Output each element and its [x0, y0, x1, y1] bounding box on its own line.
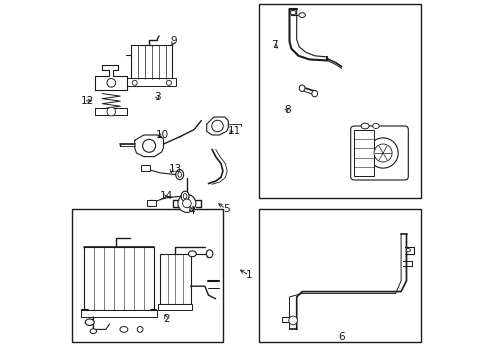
- Ellipse shape: [289, 10, 295, 15]
- Text: 11: 11: [228, 126, 241, 136]
- Bar: [72, 209, 223, 342]
- Bar: [158, 304, 192, 310]
- Circle shape: [367, 138, 397, 168]
- Bar: [84, 247, 154, 310]
- Bar: [141, 165, 149, 171]
- Circle shape: [107, 107, 115, 116]
- Ellipse shape: [90, 329, 96, 333]
- Text: 10: 10: [156, 130, 169, 140]
- Text: 13: 13: [168, 164, 182, 174]
- Ellipse shape: [406, 248, 409, 252]
- Ellipse shape: [85, 319, 94, 325]
- Text: 7: 7: [271, 40, 278, 50]
- Text: 2: 2: [163, 314, 170, 324]
- Text: 6: 6: [337, 332, 344, 342]
- Ellipse shape: [298, 13, 305, 17]
- Text: 4: 4: [188, 206, 195, 216]
- Text: 14: 14: [160, 191, 173, 201]
- Ellipse shape: [188, 251, 196, 257]
- FancyBboxPatch shape: [350, 126, 407, 180]
- Ellipse shape: [181, 191, 189, 201]
- Ellipse shape: [206, 250, 212, 258]
- Ellipse shape: [178, 172, 181, 177]
- Circle shape: [182, 199, 191, 208]
- Ellipse shape: [120, 327, 127, 332]
- Ellipse shape: [137, 327, 142, 332]
- Circle shape: [132, 80, 137, 85]
- Text: 1: 1: [246, 270, 252, 280]
- Text: 9: 9: [170, 36, 177, 46]
- Bar: [95, 108, 127, 115]
- Ellipse shape: [175, 170, 183, 180]
- Bar: [81, 310, 157, 317]
- Bar: [354, 130, 373, 176]
- Bar: [147, 200, 156, 206]
- Circle shape: [178, 194, 196, 212]
- Bar: [258, 4, 420, 198]
- Ellipse shape: [372, 123, 378, 129]
- Text: 8: 8: [284, 105, 290, 115]
- Ellipse shape: [142, 166, 148, 170]
- Text: 5: 5: [223, 204, 229, 214]
- Bar: [131, 45, 172, 79]
- Circle shape: [373, 144, 391, 162]
- Ellipse shape: [148, 200, 155, 205]
- Bar: [258, 209, 420, 342]
- Circle shape: [288, 316, 297, 325]
- Ellipse shape: [311, 90, 317, 97]
- Circle shape: [107, 78, 115, 87]
- Circle shape: [211, 120, 223, 132]
- Circle shape: [166, 80, 171, 85]
- Bar: [127, 78, 176, 86]
- Text: 12: 12: [81, 96, 94, 106]
- Text: 3: 3: [154, 92, 161, 102]
- Circle shape: [142, 139, 155, 152]
- Ellipse shape: [299, 85, 305, 91]
- Bar: [160, 254, 190, 304]
- Ellipse shape: [361, 123, 368, 129]
- Ellipse shape: [183, 194, 186, 199]
